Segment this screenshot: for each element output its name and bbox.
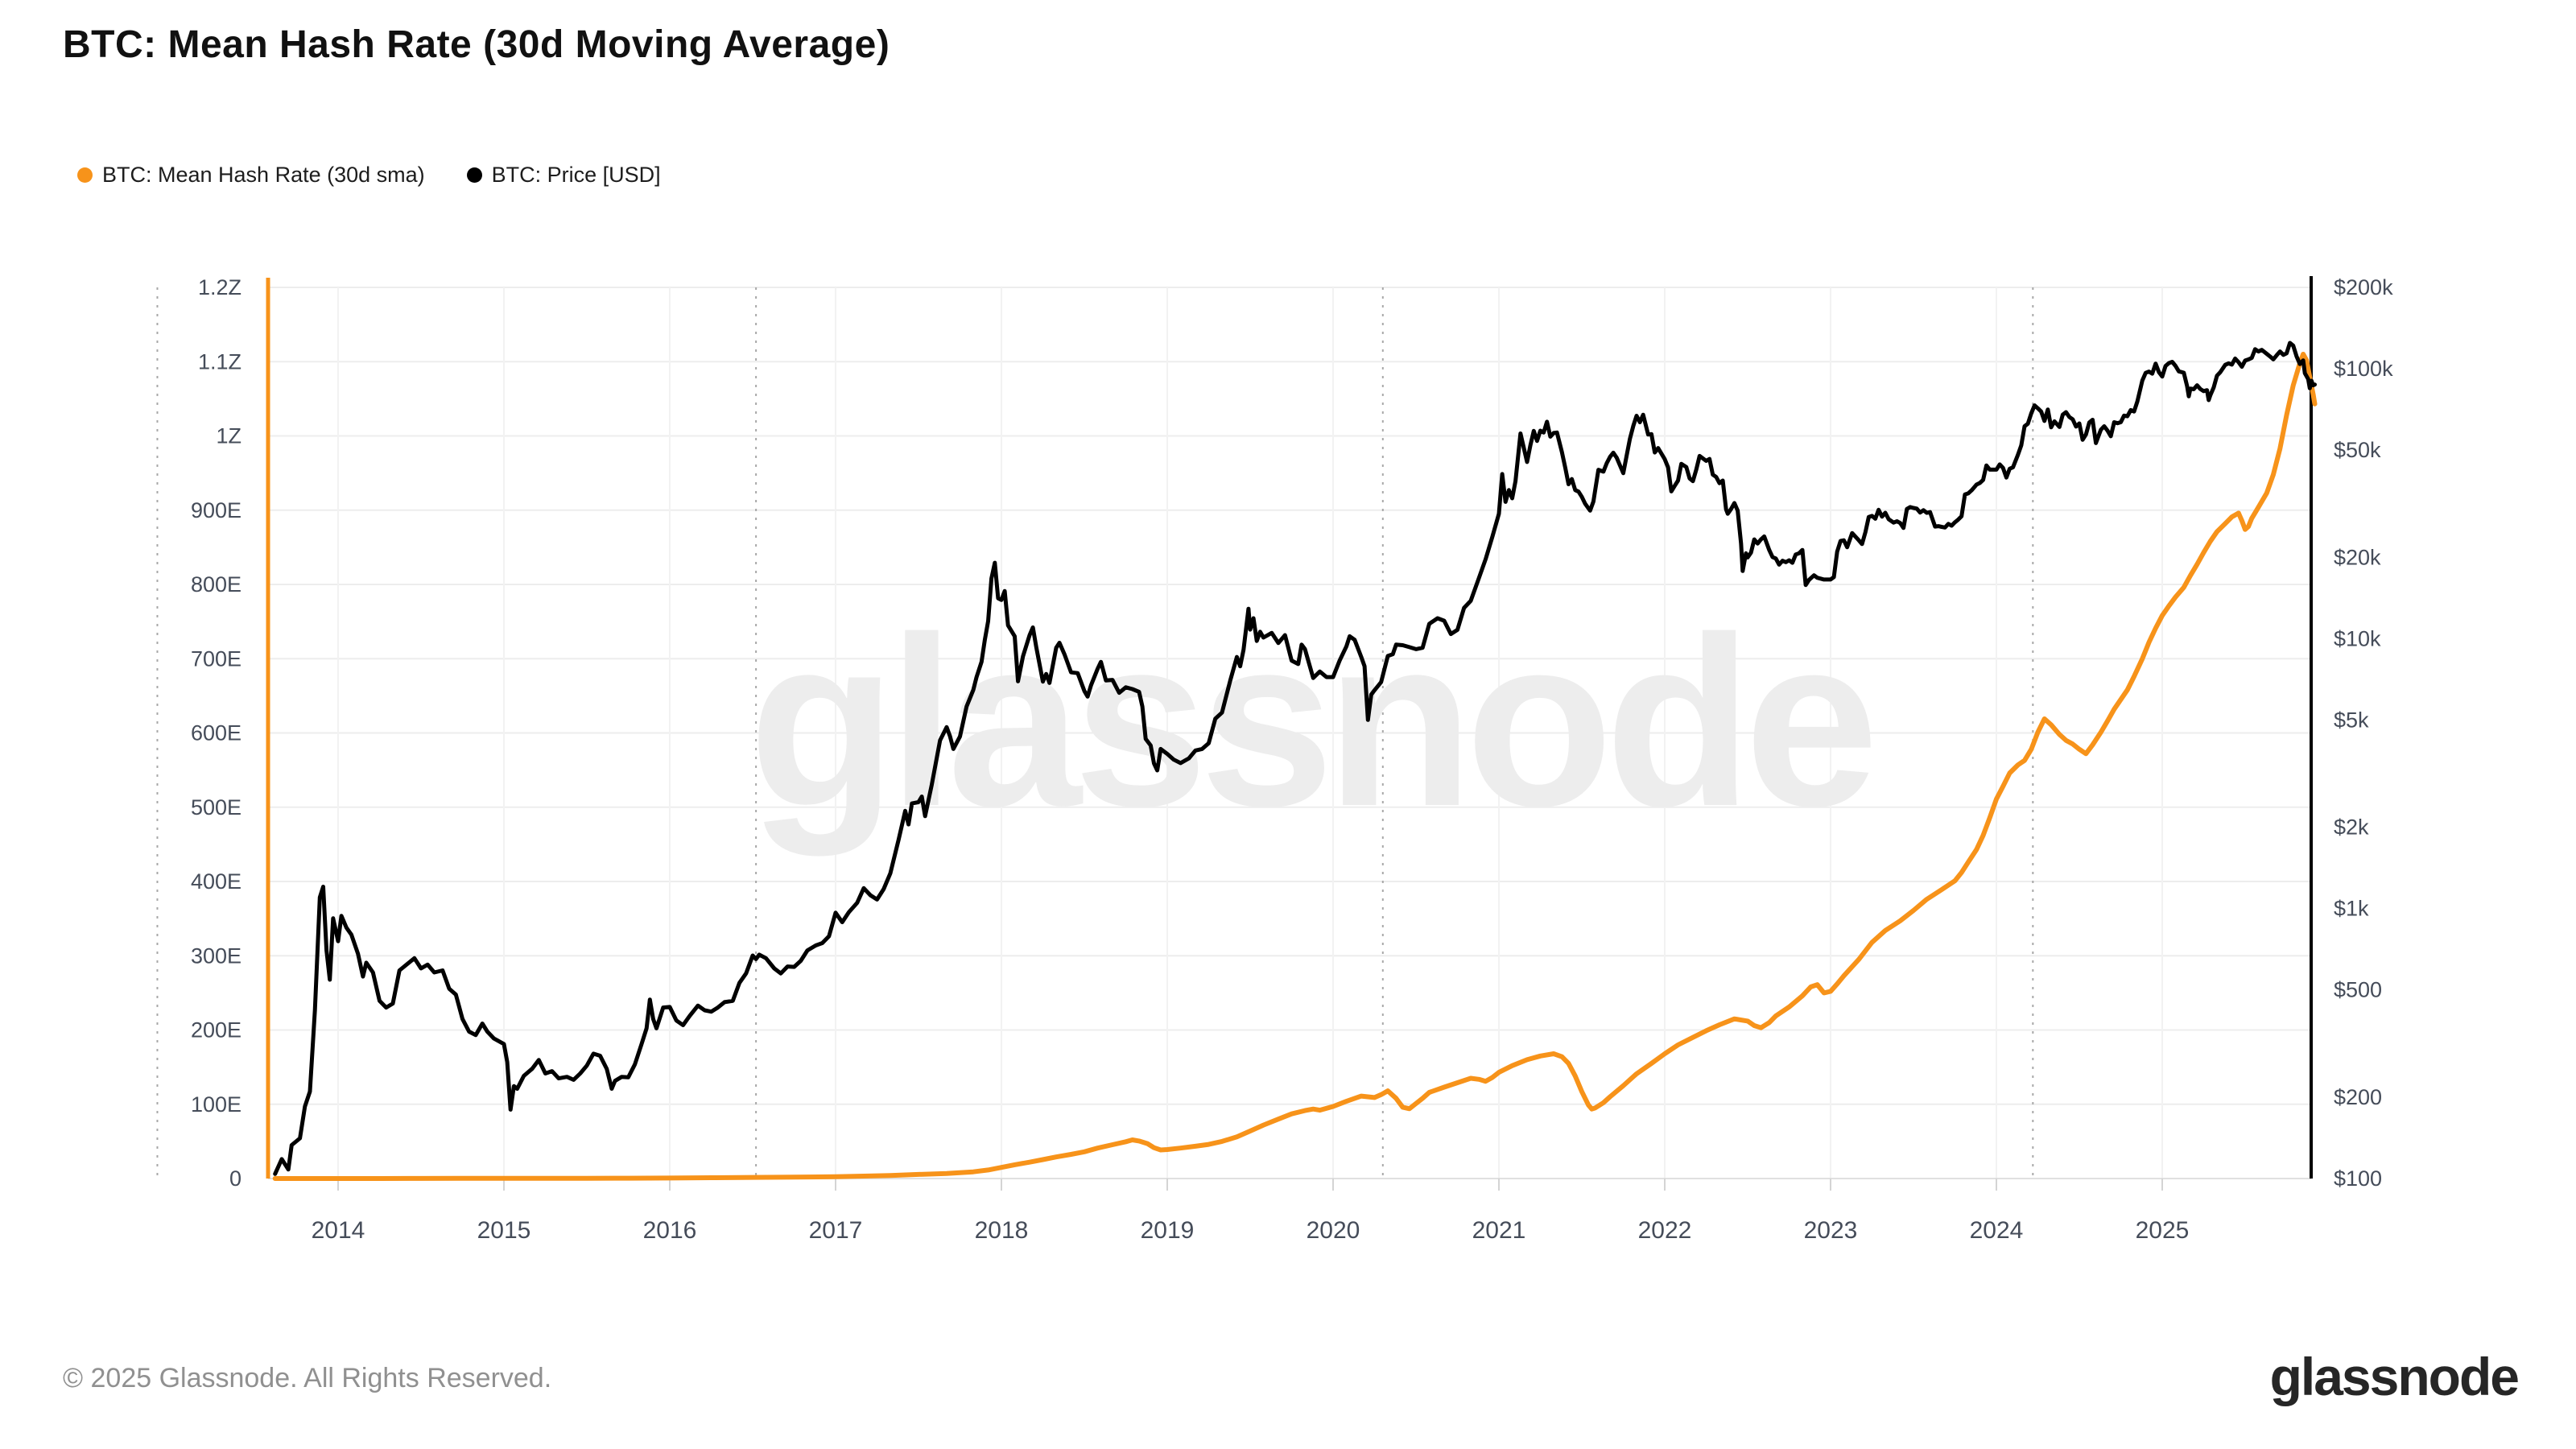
- right-axis-tick-label: $500: [2334, 978, 2382, 1002]
- left-axis-tick-label: 600E: [191, 721, 242, 745]
- right-axis-tick-label: $200k: [2334, 275, 2393, 299]
- right-axis-tick-label: $5k: [2334, 708, 2369, 732]
- legend-label-hashrate: BTC: Mean Hash Rate (30d sma): [102, 163, 425, 187]
- footer-copyright: © 2025 Glassnode. All Rights Reserved.: [63, 1363, 552, 1393]
- left-axis-tick-label: 300E: [191, 943, 242, 968]
- left-axis-tick-label: 1.2Z: [198, 275, 242, 299]
- x-tick-label: 2024: [1970, 1217, 2024, 1244]
- left-axis-tick-label: 900E: [191, 498, 242, 522]
- glassnode-watermark: glassnode: [749, 586, 1872, 858]
- hashrate-line: [272, 352, 2318, 1181]
- right-axis-tick-label: $100k: [2334, 357, 2393, 381]
- left-axis-tick-label: 800E: [191, 572, 242, 597]
- x-tick-label: 2019: [1141, 1217, 1195, 1244]
- legend-label-price: BTC: Price [USD]: [491, 163, 661, 187]
- right-axis-tick-label: $20k: [2334, 545, 2381, 569]
- x-tick-label: 2017: [809, 1217, 863, 1244]
- right-axis-tick-label: $200: [2334, 1085, 2382, 1109]
- left-axis-tick-label: 500E: [191, 795, 242, 819]
- legend-item-price[interactable]: BTC: Price [USD]: [466, 163, 661, 188]
- page-title: BTC: Mean Hash Rate (30d Moving Average): [63, 23, 890, 66]
- right-axis-tick-label: $10k: [2334, 626, 2381, 650]
- price-legend-dot-icon: [466, 167, 482, 183]
- x-tick-label: 2023: [1804, 1217, 1858, 1244]
- x-tick-label: 2021: [1472, 1217, 1526, 1244]
- left-axis-tick-label: 100E: [191, 1092, 242, 1117]
- right-axis-tick-label: $50k: [2334, 438, 2381, 462]
- x-tick-label: 2015: [477, 1217, 531, 1244]
- x-tick-label: 2020: [1307, 1217, 1360, 1244]
- x-tick-label: 2025: [2136, 1217, 2190, 1244]
- left-axis-tick-label: 700E: [191, 646, 242, 671]
- left-axis-tick-label: 1Z: [216, 424, 242, 448]
- right-axis-tick-label: $100: [2334, 1166, 2382, 1191]
- x-tick-label: 2022: [1638, 1217, 1692, 1244]
- legend-item-hashrate[interactable]: BTC: Mean Hash Rate (30d sma): [77, 163, 425, 188]
- x-tick-label: 2014: [312, 1217, 365, 1244]
- hashrate-legend-dot-icon: [77, 167, 93, 183]
- price-line: [273, 341, 2317, 1176]
- left-axis-tick-label: 1.1Z: [198, 349, 242, 374]
- left-axis-tick-label: 200E: [191, 1018, 242, 1042]
- x-tick-label: 2016: [643, 1217, 697, 1244]
- right-axis-tick-label: $1k: [2334, 897, 2369, 921]
- left-axis-tick-label: 400E: [191, 869, 242, 894]
- legend: BTC: Mean Hash Rate (30d sma) BTC: Price…: [77, 163, 661, 188]
- right-axis-tick-label: $2k: [2334, 815, 2369, 840]
- glassnode-logo: glassnode: [2269, 1347, 2520, 1406]
- left-axis-tick-label: 0: [229, 1166, 242, 1191]
- x-tick-label: 2018: [975, 1217, 1029, 1244]
